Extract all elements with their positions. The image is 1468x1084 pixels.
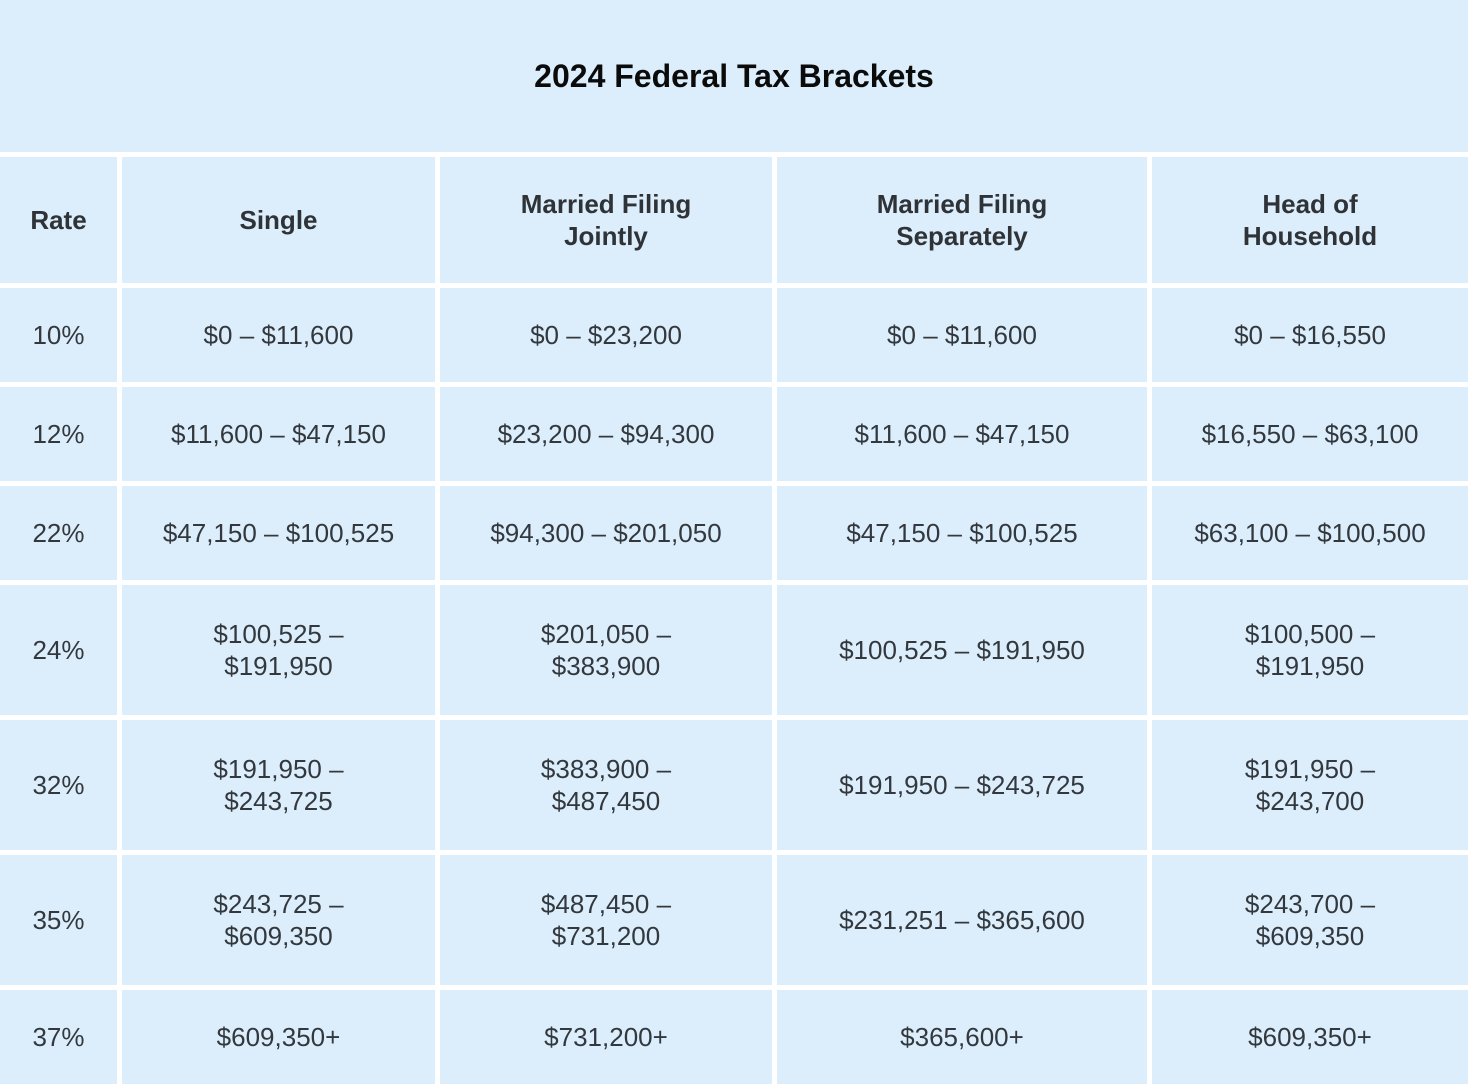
bracket-cell-head-of-household: $63,100 – $100,500 (1152, 486, 1468, 580)
bracket-cell-married-separately: $365,600+ (777, 990, 1147, 1084)
rate-cell: 37% (0, 990, 117, 1084)
rate-cell: 32% (0, 720, 117, 850)
bracket-cell-married-jointly: $94,300 – $201,050 (440, 486, 772, 580)
bracket-cell-married-separately: $11,600 – $47,150 (777, 387, 1147, 481)
rate-cell: 35% (0, 855, 117, 985)
rate-cell: 24% (0, 585, 117, 715)
page-title: 2024 Federal Tax Brackets (534, 57, 934, 94)
bracket-cell-single: $100,525 – $191,950 (122, 585, 435, 715)
bracket-cell-married-separately: $0 – $11,600 (777, 288, 1147, 382)
bracket-cell-married-jointly: $0 – $23,200 (440, 288, 772, 382)
tax-brackets-table: Rate Single Married Filing Jointly Marri… (0, 157, 1468, 1084)
bracket-cell-single: $47,150 – $100,525 (122, 486, 435, 580)
bracket-cell-married-jointly: $487,450 – $731,200 (440, 855, 772, 985)
column-header-head-of-household: Head of Household (1152, 157, 1468, 283)
bracket-cell-head-of-household: $191,950 – $243,700 (1152, 720, 1468, 850)
rate-cell: 10% (0, 288, 117, 382)
bracket-cell-head-of-household: $243,700 – $609,350 (1152, 855, 1468, 985)
column-header-rate: Rate (0, 157, 117, 283)
bracket-cell-single: $11,600 – $47,150 (122, 387, 435, 481)
bracket-cell-married-separately: $47,150 – $100,525 (777, 486, 1147, 580)
bracket-cell-head-of-household: $100,500 – $191,950 (1152, 585, 1468, 715)
rate-cell: 12% (0, 387, 117, 481)
column-header-single: Single (122, 157, 435, 283)
bracket-cell-married-jointly: $731,200+ (440, 990, 772, 1084)
bracket-cell-married-separately: $231,251 – $365,600 (777, 855, 1147, 985)
column-header-married-filing-jointly: Married Filing Jointly (440, 157, 772, 283)
bracket-cell-married-jointly: $23,200 – $94,300 (440, 387, 772, 481)
bracket-cell-head-of-household: $609,350+ (1152, 990, 1468, 1084)
bracket-cell-married-separately: $191,950 – $243,725 (777, 720, 1147, 850)
rate-cell: 22% (0, 486, 117, 580)
column-header-married-filing-separately: Married Filing Separately (777, 157, 1147, 283)
title-section: 2024 Federal Tax Brackets (0, 0, 1468, 152)
bracket-cell-married-separately: $100,525 – $191,950 (777, 585, 1147, 715)
bracket-cell-married-jointly: $201,050 – $383,900 (440, 585, 772, 715)
bracket-cell-single: $609,350+ (122, 990, 435, 1084)
bracket-cell-single: $0 – $11,600 (122, 288, 435, 382)
bracket-cell-single: $191,950 – $243,725 (122, 720, 435, 850)
bracket-cell-single: $243,725 – $609,350 (122, 855, 435, 985)
bracket-cell-head-of-household: $0 – $16,550 (1152, 288, 1468, 382)
bracket-cell-married-jointly: $383,900 – $487,450 (440, 720, 772, 850)
bracket-cell-head-of-household: $16,550 – $63,100 (1152, 387, 1468, 481)
